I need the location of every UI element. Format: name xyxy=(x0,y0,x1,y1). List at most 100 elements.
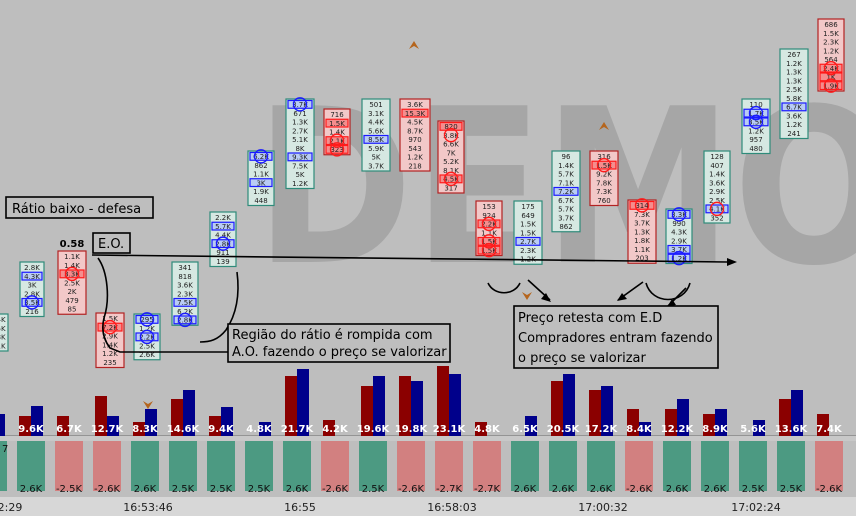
delta-cell xyxy=(549,441,577,491)
cell-value: 2.8K xyxy=(215,240,231,248)
cell-value: 1.3K xyxy=(786,77,802,85)
retest-curve-2 xyxy=(645,282,691,301)
cell-value: 911 xyxy=(216,249,229,257)
poc-cell xyxy=(477,245,501,255)
cell-value: 1.3K xyxy=(786,69,802,77)
cell-value: 4K xyxy=(0,316,6,324)
delta-label: -2.7K xyxy=(436,484,463,495)
poc-cell xyxy=(439,121,463,131)
delta-label: -2.6K xyxy=(816,484,843,495)
cell-value: 7K xyxy=(446,149,455,157)
delta-cell xyxy=(207,441,235,491)
cell-value: 5.7K xyxy=(215,223,231,231)
cell-value: 3.5K xyxy=(748,119,764,127)
volume-label: 4.2K xyxy=(322,424,349,435)
delta-label: 2.6K xyxy=(552,484,575,495)
up-arrow-marker xyxy=(599,122,609,130)
cell-value: 5K xyxy=(0,325,6,333)
delta-cell xyxy=(359,441,387,491)
cell-value: 1.8K xyxy=(634,237,650,245)
delta-label: 2.6K xyxy=(590,484,613,495)
cell-value: 6.2K xyxy=(253,153,269,161)
cell-value: 2.3K xyxy=(823,39,839,47)
panel-gap xyxy=(0,436,856,441)
poc-cell xyxy=(477,219,501,229)
cell-value: 2.5K xyxy=(786,86,802,94)
volume-label: 14.6K xyxy=(167,424,201,435)
cell-value: 2.5K xyxy=(709,197,725,205)
volume-label: 23.1K xyxy=(433,424,467,435)
volume-bar-ask xyxy=(753,420,765,436)
imbalance-circle xyxy=(139,329,155,345)
cell-value: 957 xyxy=(749,136,762,144)
imbalance-circle xyxy=(671,207,687,222)
cell-value: 267 xyxy=(787,51,800,59)
cell-value: 85 xyxy=(68,306,77,314)
cell-value: 2K xyxy=(67,288,76,296)
poc-cell xyxy=(249,151,273,161)
cell-value: 1.2K xyxy=(139,325,155,333)
cell-value: 8.1K xyxy=(443,167,459,175)
imbalance-circle xyxy=(215,236,231,251)
cell-value: 7.5K xyxy=(177,299,193,307)
cell-value: 1.7K xyxy=(748,110,764,118)
cell-value: 6.6K xyxy=(443,141,459,149)
cell-value: 6.2K xyxy=(177,308,193,316)
cell-value: 820 xyxy=(444,123,457,131)
imbalance-circle xyxy=(481,242,497,258)
cell-value: 1.5K xyxy=(596,162,612,170)
cell-value: 3.7K xyxy=(292,101,308,109)
note-retest-line: Compradores entram fazendo xyxy=(518,331,713,346)
delta-cell xyxy=(245,441,273,491)
poc-cell xyxy=(477,236,501,246)
cell-value: 1.5K xyxy=(102,315,118,323)
poc-cell xyxy=(287,99,313,109)
cell-value: 1.5K xyxy=(481,247,497,255)
cell-value: 1.5K xyxy=(520,221,536,229)
note-ratio-text: Rátio baixo - defesa xyxy=(12,202,141,217)
volume-bar-bid xyxy=(589,390,601,436)
volume-bar-ask xyxy=(107,416,119,436)
delta-cell xyxy=(131,441,159,491)
ratio-label: 0.58 xyxy=(60,239,85,250)
volume-bar-bid xyxy=(779,399,791,436)
cell-value: 3.6K xyxy=(177,282,193,290)
candle-body xyxy=(285,98,315,190)
poc-cell xyxy=(553,186,579,196)
volume-bar-ask xyxy=(297,369,309,436)
volume-bar-bid xyxy=(171,399,183,436)
cell-value: 862 xyxy=(254,162,267,170)
cell-value: 316 xyxy=(597,153,611,161)
imbalance-circle xyxy=(748,114,764,130)
cell-value: 5.7K xyxy=(558,171,574,179)
poc-cell xyxy=(667,209,691,219)
poc-cell xyxy=(705,204,729,214)
volume-label: 12.7K xyxy=(91,424,125,435)
poc-cell xyxy=(21,271,43,281)
cell-value: 924 xyxy=(482,212,496,220)
poc-cell xyxy=(819,63,843,73)
time-label: 16:55 xyxy=(284,501,316,514)
note-retest-line: Preço retesta com E.D xyxy=(518,311,662,326)
cell-value: 1.2K xyxy=(748,127,764,135)
cell-value: 1.1K xyxy=(64,253,80,261)
down-arrow-marker xyxy=(522,292,532,300)
cell-value: 1.2K xyxy=(407,154,423,162)
delta-cell xyxy=(55,441,83,491)
cell-value: 153 xyxy=(482,203,495,211)
cell-value: 4.5K xyxy=(407,119,423,127)
volume-bar-ask xyxy=(715,409,727,436)
delta-label: -2.6K xyxy=(94,484,121,495)
cell-value: 448 xyxy=(254,197,267,205)
delta-cell xyxy=(625,441,653,491)
cell-value: 1.1K xyxy=(634,246,650,254)
cell-value: 1.3K xyxy=(292,119,308,127)
cell-value: 564 xyxy=(824,56,838,64)
